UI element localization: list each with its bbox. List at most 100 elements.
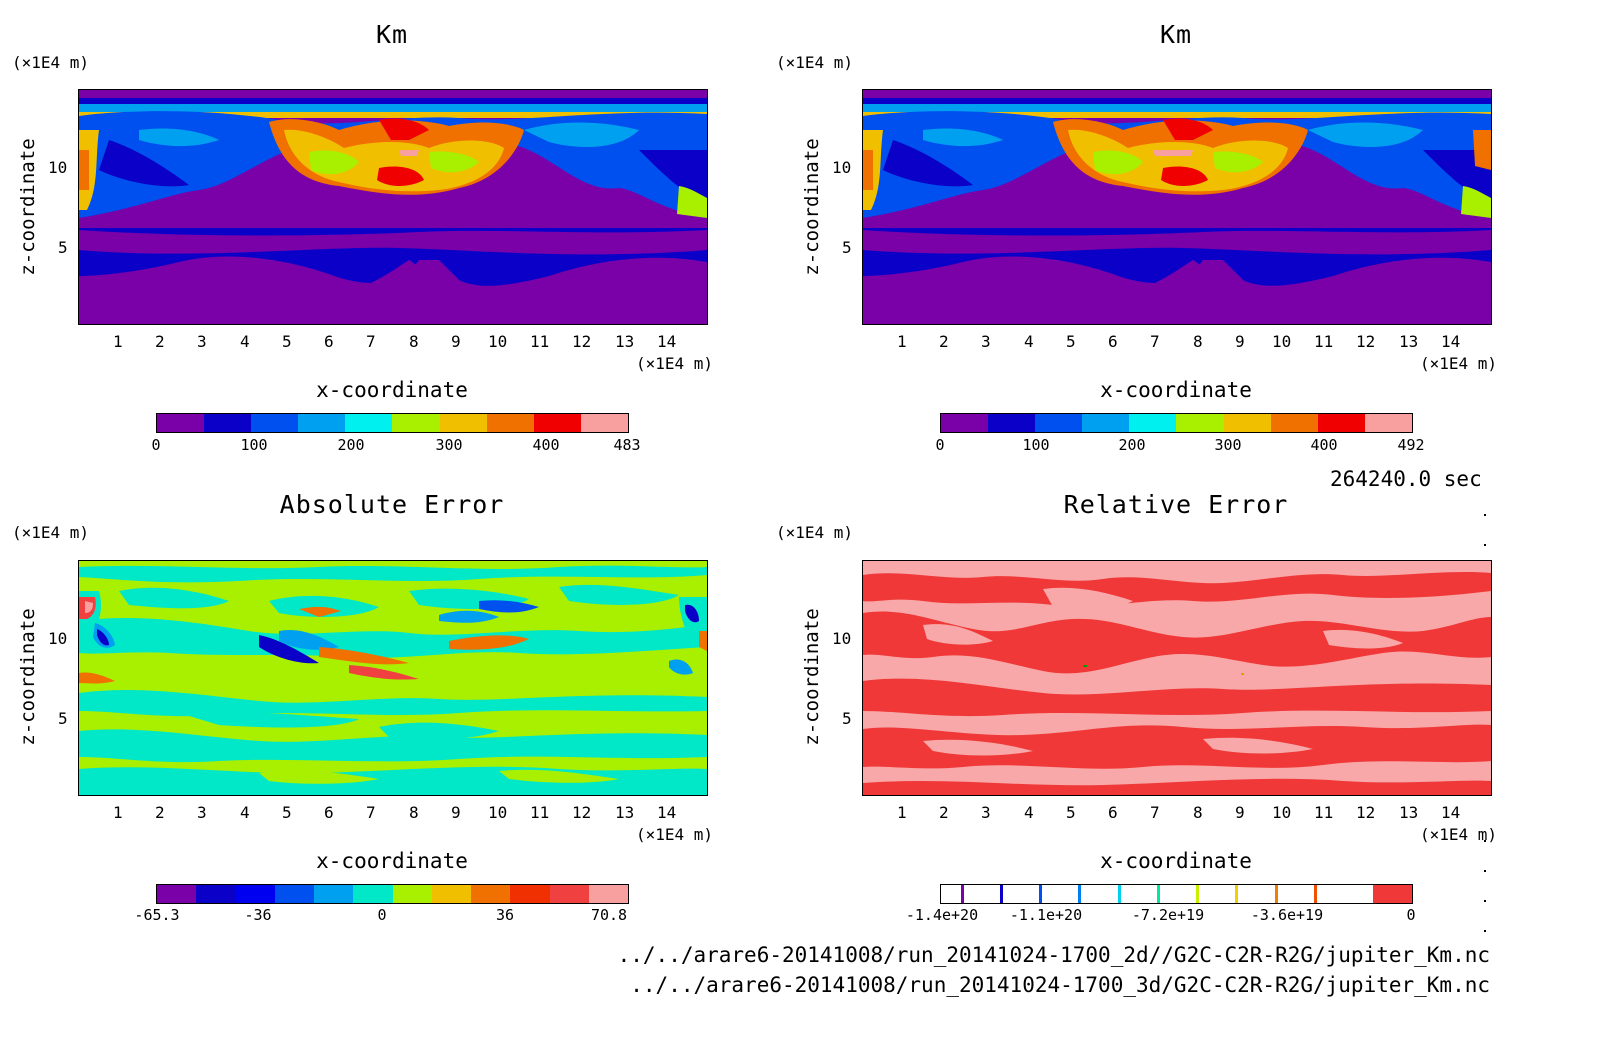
- panel3-x-unit: (×1E4 m): [636, 825, 714, 844]
- panel1-xlabel: x-coordinate: [316, 378, 468, 402]
- panel3-xtick: 14: [657, 803, 677, 822]
- time-label: 264240.0 sec: [1330, 467, 1482, 491]
- panel4-xtick: 2: [939, 803, 949, 822]
- colorbar-segment: [1294, 885, 1334, 903]
- colorbar-mark: [1196, 885, 1200, 903]
- panel2-plot-area: [862, 89, 1492, 325]
- panel3-xtick: 1: [113, 803, 123, 822]
- colorbar-segment: [1223, 414, 1271, 432]
- panel2-xtick: 14: [1441, 332, 1461, 351]
- panel1-xtick: 9: [451, 332, 461, 351]
- panel1-cbar-tick: 0: [151, 436, 161, 454]
- panel4-xtick: 9: [1235, 803, 1245, 822]
- colorbar-segment: [157, 885, 197, 903]
- panel4-xtick: 8: [1193, 803, 1203, 822]
- panel4-ytick-5: 5: [842, 709, 852, 728]
- panel2-xtick: 6: [1108, 332, 1118, 351]
- colorbar-segment: [1137, 885, 1177, 903]
- colorbar-segment: [588, 885, 628, 903]
- panel2-ytick-5: 5: [842, 238, 852, 257]
- colorbar-segment: [941, 885, 981, 903]
- colorbar-segment: [1333, 885, 1373, 903]
- panel1-x-unit: (×1E4 m): [636, 354, 714, 373]
- panel1-ytick-5: 5: [58, 238, 68, 257]
- panel2-cbar-tick: 200: [1118, 436, 1146, 454]
- colorbar-segment: [274, 885, 314, 903]
- file-path-3d: ../../arare6-20141008/run_20141024-1700_…: [630, 973, 1490, 997]
- panel3-ylabel: z-coordinate: [17, 608, 39, 746]
- panel2-xtick: 13: [1399, 332, 1419, 351]
- panel1-cbar-tick: 100: [240, 436, 268, 454]
- panel2-heatmap: [863, 90, 1491, 324]
- panel4-xtick: 13: [1399, 803, 1419, 822]
- dot-mark: [1484, 930, 1486, 932]
- panel2-xtick: 9: [1235, 332, 1245, 351]
- colorbar-mark: [1117, 885, 1121, 903]
- panel2-cbar-tick: 492: [1397, 436, 1425, 454]
- colorbar-mark: [999, 885, 1003, 903]
- file-path-2d: ../../arare6-20141008/run_20141024-1700_…: [617, 943, 1490, 967]
- panel3-xtick: 9: [451, 803, 461, 822]
- panel4-xtick: 10: [1272, 803, 1292, 822]
- panel3-xtick: 13: [615, 803, 635, 822]
- panel3-title: Absolute Error: [279, 490, 505, 519]
- panel1-xtick: 10: [488, 332, 508, 351]
- panel2-xtick: 12: [1356, 332, 1376, 351]
- panel3-cbar-tick: 36: [495, 906, 515, 924]
- panel3-cbar-tick: 70.8: [590, 906, 628, 924]
- panel2-xtick: 10: [1272, 332, 1292, 351]
- panel4-ytick-10: 10: [832, 629, 852, 648]
- panel4-ylabel: z-coordinate: [801, 608, 823, 746]
- panel2-title: Km: [1159, 20, 1193, 49]
- colorbar-segment: [1058, 885, 1098, 903]
- panel3-plot-area: [78, 560, 708, 796]
- colorbar-mark: [960, 885, 964, 903]
- panel3-xtick: 3: [197, 803, 207, 822]
- panel2-xtick: 5: [1066, 332, 1076, 351]
- panel3-xtick: 6: [324, 803, 334, 822]
- panel1-title: Km: [375, 20, 409, 49]
- panel1-xtick: 6: [324, 332, 334, 351]
- colorbar-segment: [196, 885, 236, 903]
- colorbar-segment: [1317, 414, 1365, 432]
- panel3-heatmap: [79, 561, 707, 795]
- colorbar-segment: [392, 414, 440, 432]
- panel2-xtick: 4: [1024, 332, 1034, 351]
- panel3-xtick: 7: [366, 803, 376, 822]
- panel3-cbar-tick: -36: [244, 906, 272, 924]
- colorbar-segment: [549, 885, 589, 903]
- colorbar-segment: [345, 414, 393, 432]
- panel2-ylabel: z-coordinate: [801, 138, 823, 276]
- panel2-xtick: 7: [1150, 332, 1160, 351]
- panel1-cbar-tick: 200: [337, 436, 365, 454]
- colorbar-segment: [486, 414, 534, 432]
- panel1-ylabel: z-coordinate: [17, 138, 39, 276]
- panel1-y-unit: (×1E4 m): [12, 53, 90, 72]
- panel3-xlabel: x-coordinate: [316, 849, 468, 873]
- panel2-xtick: 8: [1193, 332, 1203, 351]
- colorbar-segment: [988, 414, 1036, 432]
- panel1-xtick: 5: [282, 332, 292, 351]
- panel1-xtick: 7: [366, 332, 376, 351]
- dot-mark: [1484, 514, 1486, 516]
- panel4-xtick: 7: [1150, 803, 1160, 822]
- panel3-cbar-tick: 0: [377, 906, 387, 924]
- colorbar-mark: [1039, 885, 1043, 903]
- panel3-xtick: 10: [488, 803, 508, 822]
- panel4-x-unit: (×1E4 m): [1420, 825, 1498, 844]
- panel4-xlabel: x-coordinate: [1100, 849, 1252, 873]
- panel4-xtick: 4: [1024, 803, 1034, 822]
- panel1-xtick: 13: [615, 332, 635, 351]
- colorbar-segment: [980, 885, 1020, 903]
- panel3-xtick: 11: [530, 803, 550, 822]
- panel2-cbar-tick: 100: [1022, 436, 1050, 454]
- panel2-ytick-10: 10: [832, 158, 852, 177]
- colorbar-mark: [1156, 885, 1160, 903]
- colorbar-segment: [1019, 885, 1059, 903]
- panel2-x-unit: (×1E4 m): [1420, 354, 1498, 373]
- colorbar-segment: [1364, 414, 1412, 432]
- colorbar-segment: [431, 885, 471, 903]
- colorbar-segment: [1270, 414, 1318, 432]
- panel4-y-unit: (×1E4 m): [776, 523, 854, 542]
- panel1-ytick-10: 10: [48, 158, 68, 177]
